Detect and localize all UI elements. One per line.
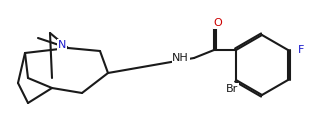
Text: Br: Br — [226, 84, 238, 94]
Text: N: N — [58, 40, 66, 50]
Text: NH: NH — [172, 53, 189, 63]
Text: F: F — [298, 45, 304, 55]
Text: O: O — [214, 18, 222, 28]
